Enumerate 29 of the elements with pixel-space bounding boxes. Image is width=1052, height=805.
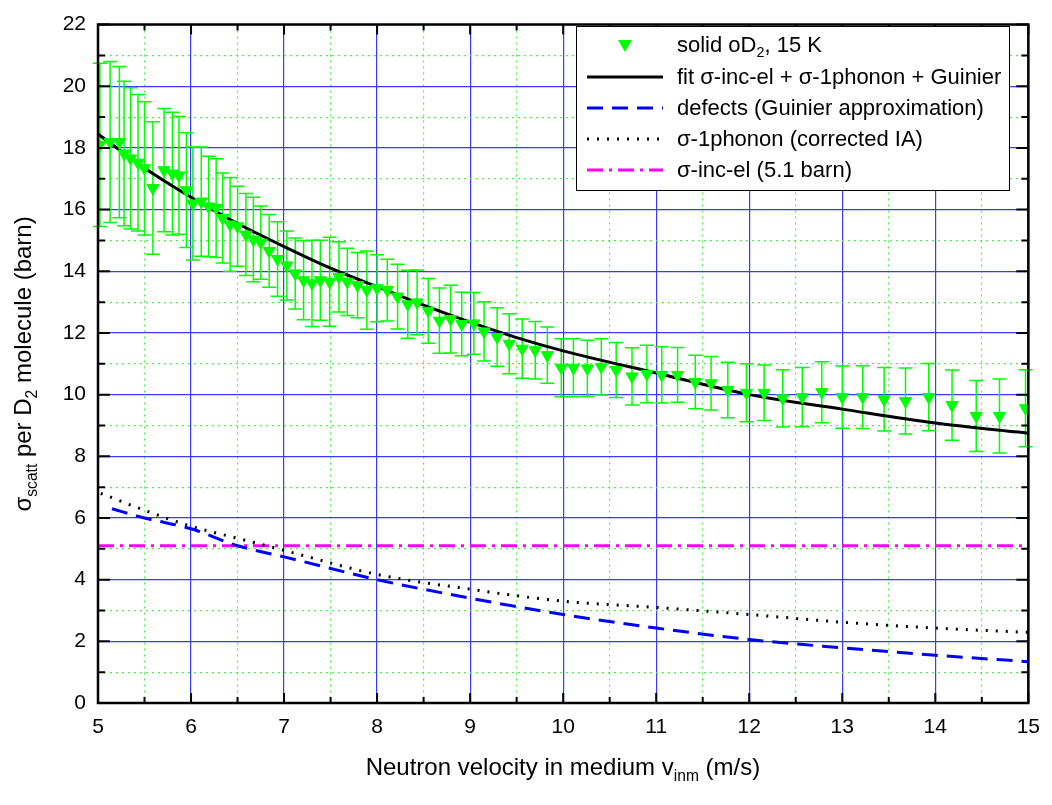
y-tick-label: 16 <box>62 196 86 220</box>
x-tick-label: 13 <box>830 714 854 738</box>
y-tick-label: 6 <box>74 504 86 528</box>
y-tick-label: 20 <box>62 73 86 97</box>
x-tick-label: 12 <box>737 714 761 738</box>
x-tick-label: 14 <box>923 714 948 738</box>
y-tick-label: 0 <box>74 689 86 713</box>
x-tick-label: 8 <box>371 714 383 738</box>
y-tick-label: 8 <box>74 443 86 467</box>
legend-label: defects (Guinier approximation) <box>677 95 984 122</box>
x-tick-label: 10 <box>551 714 575 738</box>
legend-label: σ-inc-el (5.1 barn) <box>677 157 852 184</box>
x-tick-label: 11 <box>645 714 668 738</box>
x-tick-label: 9 <box>464 714 476 738</box>
x-tick-label: 6 <box>185 714 197 738</box>
y-tick-label: 2 <box>74 628 86 652</box>
y-tick-label: 18 <box>62 134 86 158</box>
x-tick-label: 15 <box>1016 714 1040 738</box>
x-tick-label: 7 <box>278 714 290 738</box>
y-tick-label: 10 <box>62 381 86 405</box>
legend-label: solid oD$_{2}$, 15 K <box>677 31 822 61</box>
y-tick-label: 22 <box>62 11 86 35</box>
legend-label: σ-1phonon (corrected IA) <box>677 126 923 153</box>
y-tick-label: 14 <box>62 258 87 282</box>
legend-label: fit σ-inc-el + σ-1phonon + Guinier <box>677 64 1002 91</box>
y-tick-label: 12 <box>62 319 86 343</box>
x-axis-title: Neutron velocity in medium v$_{inm}$ (m/s) <box>365 753 761 785</box>
x-tick-label: 5 <box>92 714 104 738</box>
y-tick-label: 4 <box>74 566 87 590</box>
